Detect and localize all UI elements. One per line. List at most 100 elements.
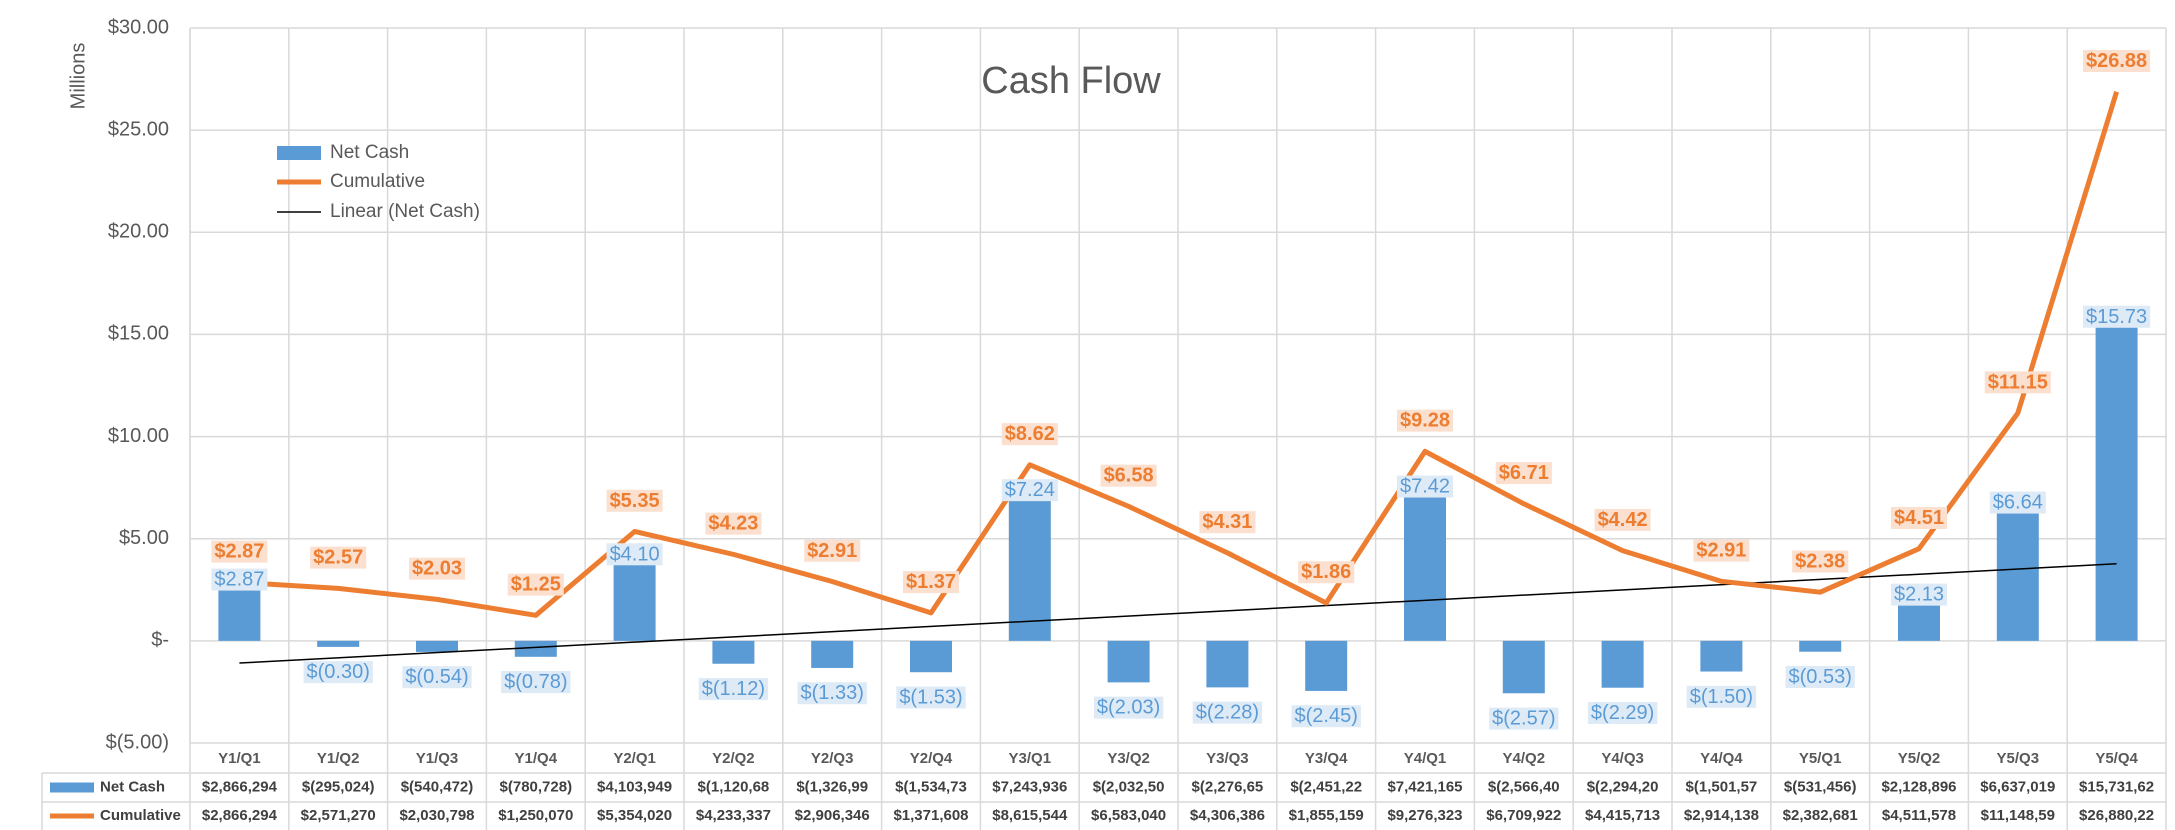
data-label-background	[797, 682, 867, 705]
table-cell: $6,709,922	[1486, 807, 1561, 824]
line-data-label: $4.51	[1894, 507, 1944, 529]
table-cell: $4,415,713	[1585, 807, 1660, 824]
table-row-name: Cumulative	[100, 807, 181, 824]
data-label-background	[408, 557, 466, 580]
line-data-label: $8.62	[1005, 423, 1055, 445]
data-label-background	[507, 573, 564, 596]
bar	[1008, 492, 1051, 641]
y-tick-label: $10.00	[108, 425, 169, 447]
x-tick-label: Y4/Q4	[1700, 750, 1743, 767]
legend-swatch	[277, 146, 321, 160]
bar-data-label: $(1.33)	[801, 682, 864, 704]
bar	[1996, 505, 2039, 641]
x-tick-label: Y4/Q2	[1503, 750, 1546, 767]
bar-data-label: $(2.28)	[1196, 702, 1259, 724]
bar-data-label: $(0.53)	[1789, 666, 1852, 688]
data-label-background	[2083, 305, 2151, 328]
table-cell: $2,906,346	[795, 807, 870, 824]
data-label-background	[1001, 423, 1058, 446]
bar	[1799, 640, 1842, 652]
data-label-background	[501, 671, 571, 694]
bar	[1502, 640, 1545, 694]
bar	[1305, 640, 1348, 691]
table-cell: $2,571,270	[301, 807, 376, 824]
table-cell: $(295,024)	[302, 778, 375, 795]
table-cell: $2,030,798	[399, 807, 474, 824]
table-cell: $2,866,294	[202, 778, 278, 795]
data-label-background	[310, 546, 367, 569]
data-label-background	[705, 512, 762, 535]
bar-data-label: $(2.57)	[1492, 708, 1555, 730]
data-label-background	[1495, 462, 1552, 485]
line-data-label: $1.86	[1301, 561, 1351, 583]
table-cell: $8,615,544	[992, 807, 1068, 824]
bar	[811, 640, 854, 668]
line-data-label: $2.91	[807, 540, 857, 562]
table-cell: $4,306,386	[1190, 807, 1265, 824]
x-tick-label: Y5/Q3	[1997, 750, 2040, 767]
line-data-label: $1.25	[511, 574, 561, 596]
x-tick-label: Y2/Q1	[613, 750, 656, 767]
table-cell: $5,354,020	[597, 807, 672, 824]
data-label-background	[1192, 701, 1263, 724]
data-label-background	[303, 661, 373, 684]
table-cell: $1,855,159	[1289, 807, 1364, 824]
bar-data-label: $7.24	[1005, 479, 1055, 501]
x-tick-label: Y2/Q3	[811, 750, 854, 767]
table-cell: $2,128,896	[1881, 778, 1956, 795]
table-cell: $7,243,936	[992, 778, 1067, 795]
y-tick-label: $(5.00)	[106, 731, 169, 753]
data-label-background	[606, 543, 663, 566]
x-tick-label: Y4/Q3	[1601, 750, 1644, 767]
bar	[1206, 640, 1249, 688]
bar	[317, 640, 360, 647]
bar	[218, 582, 261, 641]
table-cell: $(1,534,73	[895, 778, 967, 795]
table-cell: $11,148,59	[1981, 807, 2055, 824]
line-data-label: $2.91	[1696, 540, 1746, 562]
table-cell: $15,731,62	[2079, 778, 2154, 795]
x-tick-label: Y5/Q4	[2095, 750, 2138, 767]
line-data-label: $2.03	[412, 558, 462, 580]
data-label-background	[606, 489, 663, 512]
table-cell: $2,914,138	[1684, 807, 1759, 824]
legend-label: Net Cash	[330, 142, 409, 163]
data-label-background	[402, 666, 472, 689]
bar-data-label: $(0.54)	[405, 666, 468, 688]
x-tick-label: Y1/Q1	[218, 750, 261, 767]
y-tick-label: $-	[151, 629, 169, 651]
line-data-label: $4.23	[708, 513, 758, 535]
y-tick-label: $20.00	[108, 221, 169, 243]
data-label-background	[211, 568, 268, 591]
data-label-background	[1587, 702, 1658, 725]
table-cell: $2,866,294	[202, 807, 278, 824]
table-cell: $6,637,019	[1980, 778, 2055, 795]
trendline	[239, 563, 2117, 664]
bar-data-label: $(2.45)	[1295, 705, 1358, 727]
bar-data-label: $(0.78)	[504, 671, 567, 693]
data-label-background	[1100, 464, 1157, 487]
grid	[189, 27, 2167, 830]
line-data-label: $4.42	[1598, 509, 1648, 531]
table-cell: $1,371,608	[893, 807, 968, 824]
bar-data-label: $7.42	[1400, 476, 1450, 498]
legend-label: Linear (Net Cash)	[330, 201, 480, 222]
data-label-background	[1093, 696, 1164, 719]
line-data-label: $5.35	[610, 490, 660, 512]
y-tick-label: $5.00	[119, 527, 169, 549]
table-cell: $(2,294,20	[1587, 778, 1659, 795]
bar-data-label: $(1.50)	[1690, 686, 1753, 708]
x-tick-label: Y5/Q2	[1898, 750, 1941, 767]
cumulative-line	[239, 90, 2119, 618]
table-cell: $(1,501,57	[1686, 778, 1758, 795]
y-tick-label: $15.00	[108, 323, 169, 345]
data-label-background	[211, 540, 268, 563]
table-cell: $(531,456)	[1784, 778, 1857, 795]
line-data-label: $2.57	[313, 547, 363, 569]
bar	[514, 640, 557, 657]
table-cell: $2,382,681	[1783, 807, 1858, 824]
x-tick-label: Y3/Q4	[1305, 750, 1348, 767]
data-label-background	[1785, 665, 1855, 688]
bar	[910, 640, 952, 673]
data-label-background	[804, 539, 861, 562]
